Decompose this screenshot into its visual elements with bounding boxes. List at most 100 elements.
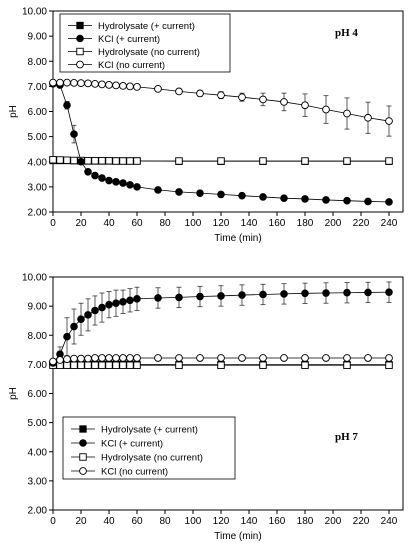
legend-label: KCl (no current) [98,60,165,71]
x-tick-label: 0 [50,218,56,229]
data-point [343,361,351,369]
x-tick-label: 80 [159,218,171,229]
data-point [98,361,106,369]
data-point [280,290,288,298]
data-point [119,157,127,165]
data-point [105,300,113,309]
x-tick-label: 80 [159,516,171,527]
data-point [385,117,393,125]
data-point [84,157,92,165]
data-point [119,361,127,369]
series-kcl-current [49,80,393,206]
data-point [112,157,120,165]
data-point [133,295,141,303]
data-point [70,130,78,138]
x-tick-label: 140 [241,516,258,527]
data-point [98,80,106,89]
data-point [112,354,120,362]
data-point [84,79,92,88]
y-tick-label: 6.00 [28,107,48,118]
data-point [301,101,309,110]
data-point [322,196,330,204]
data-point [133,157,141,165]
data-point [98,157,106,165]
data-point [49,156,57,164]
data-point [196,292,204,301]
data-point [238,191,246,200]
data-point [63,332,71,341]
y-tick-label: 8.00 [28,331,48,342]
legend-label: Hydrolysate (+ current) [101,424,198,435]
series-line [53,82,390,122]
legend: Hydrolysate (+ current) KCl (+ current) Hy… [62,416,236,480]
legend-item: Hydrolysate (+ current) [71,424,198,435]
y-axis-title: pH [8,105,19,118]
legend-label: KCl (+ current) [101,438,163,449]
x-tick-label: 140 [241,218,258,229]
data-point [77,79,85,87]
data-point [133,183,141,191]
legend-box [62,416,236,480]
data-point [126,361,134,369]
data-point [364,113,372,122]
data-point [301,157,309,165]
data-point [91,306,99,315]
data-point [84,311,92,319]
data-point [217,157,225,165]
y-tick-label: 2.00 [28,208,48,219]
data-point [343,354,351,362]
data-point [63,78,71,87]
data-point [385,157,393,165]
data-point [217,354,225,362]
series-hydrolysate-no-current [49,156,393,165]
y-tick-label: 4.00 [28,447,48,458]
data-point [238,354,246,362]
data-point [217,190,225,199]
data-point [238,93,246,102]
data-point [126,181,134,189]
data-point [301,289,309,298]
legend-marker [76,21,84,30]
x-tick-label: 240 [381,516,398,527]
data-point [91,157,99,165]
y-axis-title: pH [8,387,19,400]
data-point [175,361,183,369]
y-tick-label: 8.00 [28,57,48,68]
data-point [322,105,330,114]
legend-item: KCl (+ current) [68,34,160,45]
data-point [259,193,267,201]
data-point [280,194,288,202]
x-tick-label: 220 [353,516,370,527]
y-tick-label: 9.00 [28,32,48,43]
data-point [343,109,351,118]
x-tick-label: 40 [103,516,115,527]
x-tick-label: 160 [269,516,286,527]
x-tick-label: 120 [213,218,230,229]
y-tick-label: 6.00 [28,389,48,400]
data-point [385,198,393,206]
data-point [56,156,64,164]
legend-label: KCl (+ current) [98,34,160,45]
data-point [175,188,183,196]
x-tick-label: 180 [297,218,314,229]
data-point [154,186,162,194]
data-point [91,80,99,88]
data-point [77,315,85,324]
data-point [196,89,204,98]
data-point [63,156,71,164]
data-point [133,354,141,362]
legend-marker [79,453,87,461]
data-point [119,82,127,90]
legend-item: Hydrolysate (no current) [71,452,203,463]
data-point [385,354,393,362]
data-point [133,83,141,91]
data-point [112,299,120,308]
data-point [259,361,267,369]
legend-label: Hydrolysate (+ current) [98,21,195,32]
data-point [105,176,113,185]
x-axis-title: Time (min) [214,531,261,542]
data-point [56,356,64,364]
data-point [91,354,99,362]
